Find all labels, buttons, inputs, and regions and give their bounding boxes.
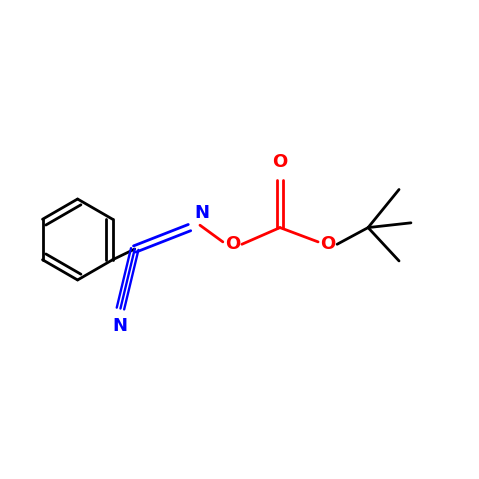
Text: N: N <box>194 204 209 222</box>
Text: O: O <box>320 235 335 253</box>
Text: N: N <box>112 317 127 335</box>
Text: O: O <box>225 235 240 253</box>
Text: O: O <box>273 153 287 171</box>
